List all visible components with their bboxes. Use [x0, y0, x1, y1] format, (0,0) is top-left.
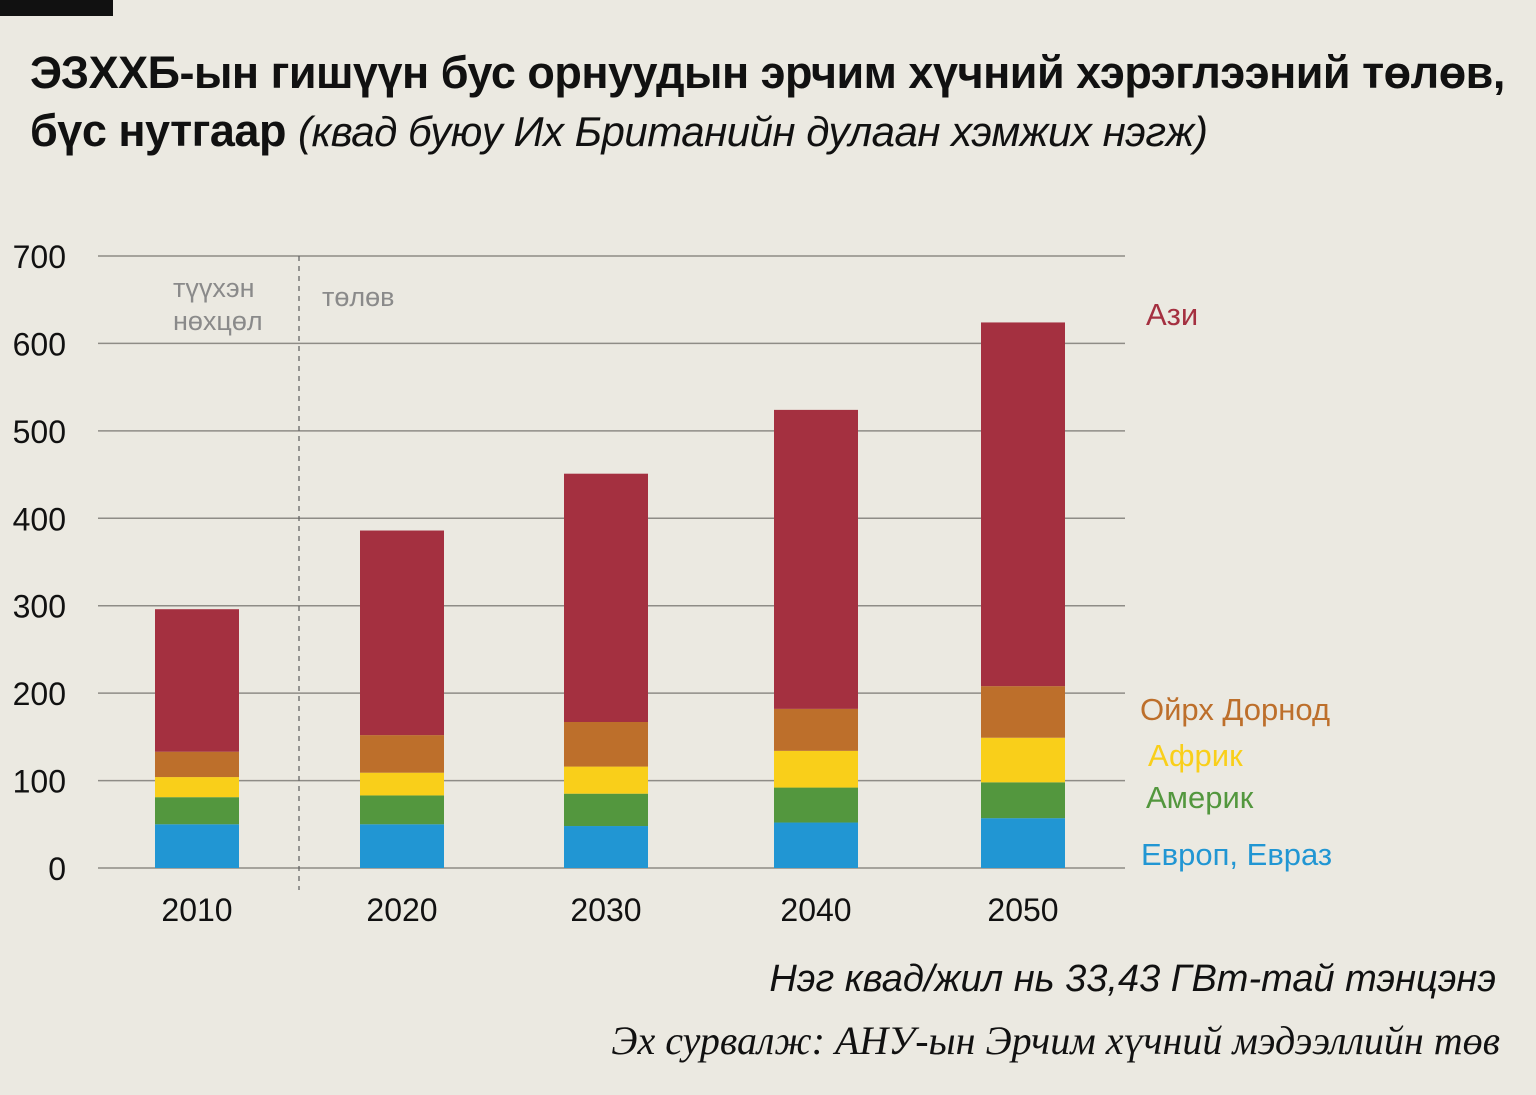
bar-2050-series-4 — [981, 322, 1065, 687]
bar-2030-series-1 — [564, 793, 648, 827]
x-tick-label-2050: 2050 — [987, 892, 1058, 928]
bar-2050-series-0 — [981, 818, 1065, 868]
source-note: Эх сурвалж: АНУ-ын Эрчим хүчний мэдээлли… — [611, 1018, 1500, 1063]
x-tick-label-2010: 2010 — [161, 892, 232, 928]
annotation-historical-1: нөхцөл — [173, 306, 263, 336]
y-tick-label-700: 700 — [13, 239, 66, 275]
bar-2050-series-2 — [981, 737, 1065, 783]
x-tick-label-2040: 2040 — [780, 892, 851, 928]
bar-2010-series-0 — [155, 824, 239, 868]
bar-2020-series-1 — [360, 795, 444, 825]
x-tick-label-2020: 2020 — [366, 892, 437, 928]
title-line-2-main: бүс нутгаар — [30, 105, 286, 156]
y-tick-label-200: 200 — [13, 676, 66, 712]
bar-2010-series-3 — [155, 751, 239, 778]
series-label-2: Африк — [1148, 738, 1243, 773]
bar-2010-series-1 — [155, 797, 239, 825]
bar-2050-series-3 — [981, 686, 1065, 738]
bar-2050-series-1 — [981, 782, 1065, 819]
annotation-historical-0: түүхэн — [173, 273, 255, 303]
x-tick-label-2030: 2030 — [570, 892, 641, 928]
y-tick-label-600: 600 — [13, 326, 66, 362]
series-label-1: Америк — [1146, 780, 1254, 815]
bar-2010-series-2 — [155, 777, 239, 798]
bar-2020-series-3 — [360, 735, 444, 773]
bar-2020-series-2 — [360, 772, 444, 796]
series-label-3: Ойрх Дорнод — [1140, 692, 1330, 727]
y-tick-label-0: 0 — [48, 851, 66, 887]
bar-2040-series-0 — [774, 822, 858, 868]
unit-footnote: Нэг квад/жил нь 33,43 ГВт-тай тэнцэнэ — [769, 958, 1496, 1000]
series-label-0: Европ, Евраз — [1141, 837, 1332, 872]
annotation-projection: төлөв — [322, 282, 395, 312]
bar-2020-series-4 — [360, 530, 444, 736]
series-label-4: Ази — [1146, 297, 1198, 332]
title-line-2: бүс нутгаар (квад буюу Их Британийн дула… — [30, 102, 1510, 161]
bar-2040-series-3 — [774, 708, 858, 751]
bar-2020-series-0 — [360, 824, 444, 868]
bar-2040-series-2 — [774, 750, 858, 788]
bar-2030-series-4 — [564, 473, 648, 722]
bar-2030-series-2 — [564, 766, 648, 794]
chart-title: ЭЗХХБ-ын гишүүн бус орнуудын эрчим хүчни… — [30, 44, 1510, 161]
bar-2040-series-1 — [774, 787, 858, 823]
bar-2040-series-4 — [774, 409, 858, 709]
corner-bar — [0, 0, 113, 16]
title-line-1: ЭЗХХБ-ын гишүүн бус орнуудын эрчим хүчни… — [30, 47, 1505, 98]
bar-2030-series-3 — [564, 721, 648, 767]
bar-2010-series-4 — [155, 609, 239, 752]
chart-subtitle: (квад буюу Их Британийн дулаан хэмжих нэ… — [297, 108, 1208, 155]
y-tick-label-300: 300 — [13, 589, 66, 625]
y-tick-label-500: 500 — [13, 414, 66, 450]
y-tick-label-400: 400 — [13, 501, 66, 537]
y-tick-label-100: 100 — [13, 764, 66, 800]
bar-2030-series-0 — [564, 826, 648, 868]
